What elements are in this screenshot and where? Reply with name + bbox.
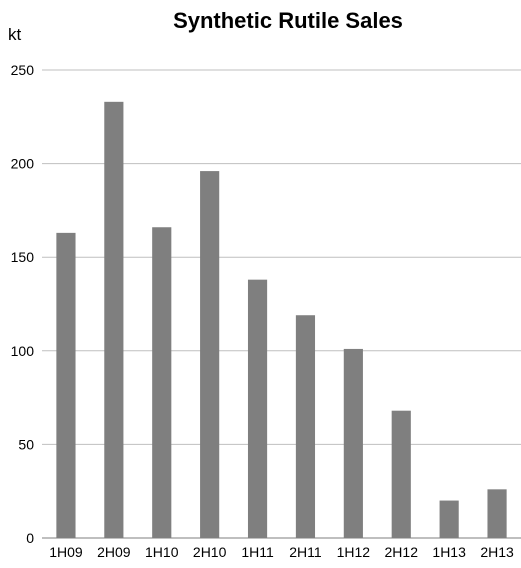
x-tick-label: 1H09 (49, 544, 83, 560)
bar-2H09 (104, 101, 124, 538)
y-tick-label: 100 (11, 343, 35, 359)
y-tick-label: 250 (11, 62, 35, 78)
x-axis-ticks: 1H09 2H09 1H10 2H10 1H11 2H11 1H12 2H12 1H13 2H13 (49, 544, 514, 560)
y-unit-label: kt (8, 25, 22, 44)
y-tick-label: 200 (11, 156, 35, 172)
x-tick-label: 1H10 (145, 544, 179, 560)
x-tick-label: 2H10 (193, 544, 227, 560)
x-tick-label: 1H12 (337, 544, 371, 560)
bar-2H12 (391, 410, 411, 538)
x-tick-label: 2H13 (480, 544, 514, 560)
y-tick-label: 50 (18, 436, 34, 452)
x-tick-label: 1H13 (432, 544, 466, 560)
x-tick-label: 2H12 (385, 544, 419, 560)
bars (56, 101, 507, 539)
x-tick-label: 1H11 (241, 544, 274, 560)
y-axis-ticks: 0 50 100 150 200 250 (11, 62, 35, 546)
bar-1H11 (247, 279, 268, 538)
bar-2H13 (487, 489, 507, 538)
chart-title: Synthetic Rutile Sales (173, 8, 403, 33)
y-tick-label: 150 (11, 249, 35, 265)
y-tick-label: 0 (26, 530, 34, 546)
x-tick-label: 2H11 (289, 544, 322, 560)
bar-1H12 (343, 348, 363, 538)
x-tick-label: 2H09 (97, 544, 131, 560)
bar-1H13 (439, 500, 459, 538)
bar-1H09 (56, 232, 76, 538)
bar-2H10 (200, 171, 220, 538)
bar-1H10 (152, 227, 172, 539)
bar-2H11 (295, 315, 316, 538)
